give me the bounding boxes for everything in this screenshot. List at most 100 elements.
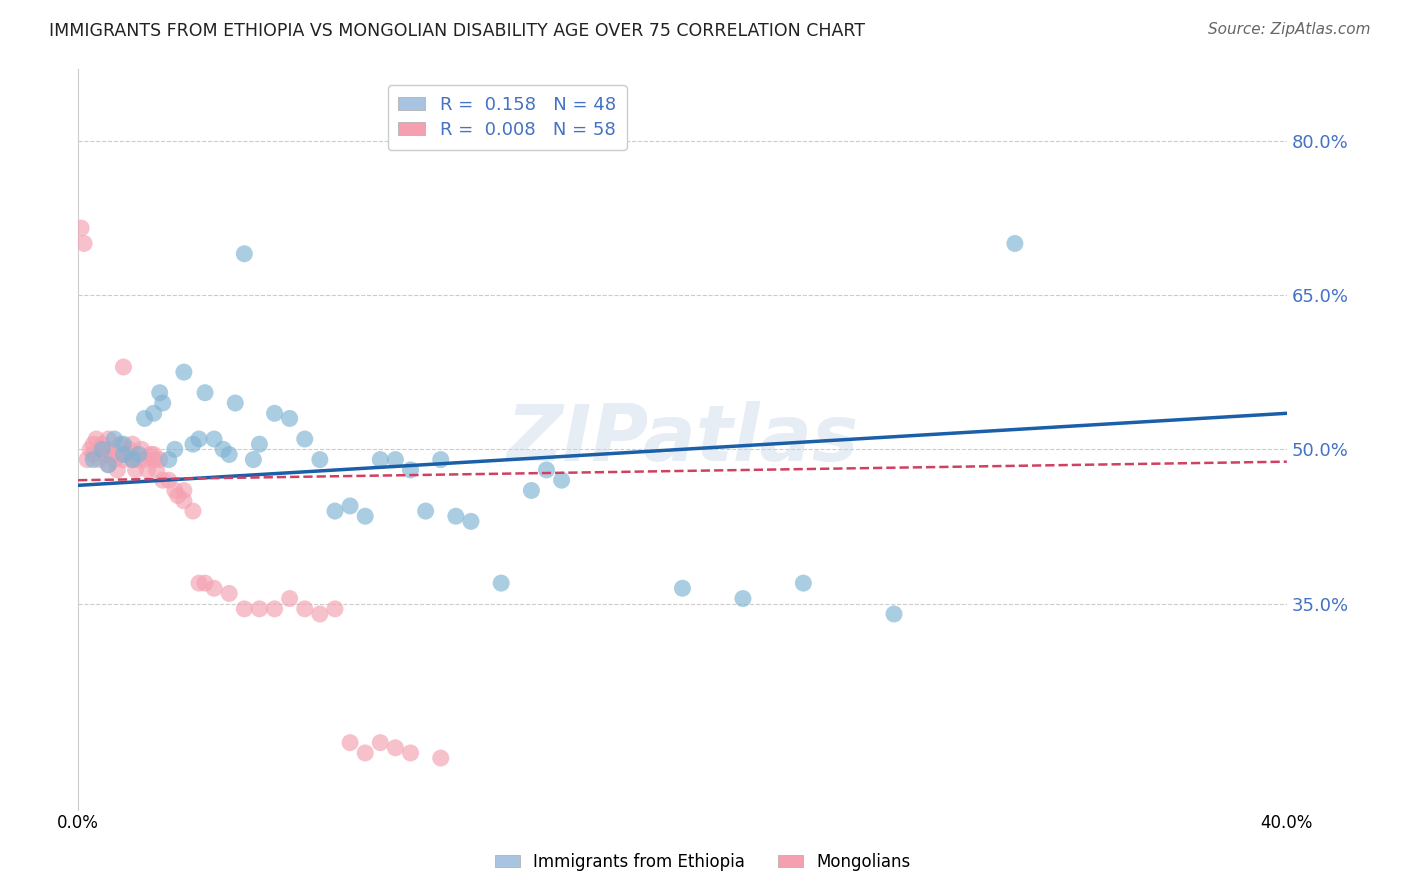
Point	[157, 473, 180, 487]
Point	[121, 452, 143, 467]
Point	[118, 442, 141, 457]
Point	[136, 463, 159, 477]
Point	[294, 602, 316, 616]
Point	[103, 432, 125, 446]
Point	[163, 442, 186, 457]
Point	[249, 437, 271, 451]
Point	[429, 452, 451, 467]
Point	[249, 602, 271, 616]
Point	[181, 437, 204, 451]
Text: IMMIGRANTS FROM ETHIOPIA VS MONGOLIAN DISABILITY AGE OVER 75 CORRELATION CHART: IMMIGRANTS FROM ETHIOPIA VS MONGOLIAN DI…	[49, 22, 865, 40]
Point	[218, 586, 240, 600]
Point	[233, 602, 256, 616]
Point	[520, 483, 543, 498]
Point	[149, 385, 172, 400]
Point	[105, 463, 128, 477]
Point	[384, 452, 406, 467]
Legend: R =  0.158   N = 48, R =  0.008   N = 58: R = 0.158 N = 48, R = 0.008 N = 58	[388, 85, 627, 150]
Point	[166, 489, 188, 503]
Point	[399, 463, 422, 477]
Point	[188, 432, 211, 446]
Point	[134, 411, 156, 425]
Point	[188, 576, 211, 591]
Point	[89, 452, 111, 467]
Text: Source: ZipAtlas.com: Source: ZipAtlas.com	[1208, 22, 1371, 37]
Point	[97, 458, 120, 472]
Point	[308, 607, 330, 621]
Point	[139, 447, 162, 461]
Point	[100, 447, 122, 461]
Point	[112, 437, 135, 451]
Point	[263, 406, 285, 420]
Point	[202, 432, 225, 446]
Point	[212, 442, 235, 457]
Point	[84, 432, 107, 446]
Point	[671, 581, 693, 595]
Point	[149, 452, 172, 467]
Point	[97, 442, 120, 457]
Point	[79, 442, 101, 457]
Point	[429, 751, 451, 765]
Point	[76, 452, 98, 467]
Point	[323, 504, 346, 518]
Point	[94, 447, 117, 461]
Point	[202, 581, 225, 595]
Point	[368, 736, 391, 750]
Point	[152, 396, 174, 410]
Point	[233, 247, 256, 261]
Point	[124, 463, 146, 477]
Point	[110, 437, 132, 451]
Text: ZIPatlas: ZIPatlas	[506, 401, 859, 477]
Point	[73, 236, 96, 251]
Point	[339, 736, 361, 750]
Point	[163, 483, 186, 498]
Point	[128, 452, 150, 467]
Point	[354, 746, 377, 760]
Point	[536, 463, 558, 477]
Point	[883, 607, 905, 621]
Point	[278, 411, 301, 425]
Point	[142, 452, 165, 467]
Point	[173, 365, 195, 379]
Point	[444, 509, 467, 524]
Point	[218, 447, 240, 461]
Point	[224, 396, 246, 410]
Point	[121, 437, 143, 451]
Point	[82, 452, 104, 467]
Point	[145, 463, 167, 477]
Point	[731, 591, 754, 606]
Point	[128, 447, 150, 461]
Point	[103, 452, 125, 467]
Point	[550, 473, 572, 487]
Point	[339, 499, 361, 513]
Point	[115, 447, 138, 461]
Point	[112, 452, 135, 467]
Point	[152, 473, 174, 487]
Point	[399, 746, 422, 760]
Point	[384, 740, 406, 755]
Point	[308, 452, 330, 467]
Point	[354, 509, 377, 524]
Point	[263, 602, 285, 616]
Point	[97, 432, 120, 446]
Point	[278, 591, 301, 606]
Point	[323, 602, 346, 616]
Point	[91, 442, 114, 457]
Point	[489, 576, 512, 591]
Point	[112, 359, 135, 374]
Point	[294, 432, 316, 446]
Point	[131, 442, 153, 457]
Point	[460, 514, 482, 528]
Point	[82, 447, 104, 461]
Point	[157, 452, 180, 467]
Point	[368, 452, 391, 467]
Point	[91, 437, 114, 451]
Point	[194, 385, 217, 400]
Point	[415, 504, 437, 518]
Point	[121, 452, 143, 467]
Point	[181, 504, 204, 518]
Point	[134, 452, 156, 467]
Point	[142, 447, 165, 461]
Point	[173, 483, 195, 498]
Point	[142, 406, 165, 420]
